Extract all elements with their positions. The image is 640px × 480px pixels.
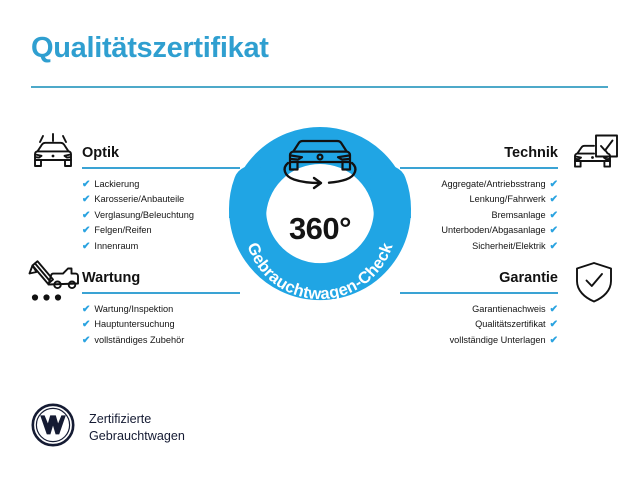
list-item-label: Karosserie/Anbauteile bbox=[94, 194, 185, 205]
list-item: Unterboden/Abgasanlage ✔ bbox=[400, 223, 558, 239]
check-icon: ✔ bbox=[549, 334, 558, 346]
section-divider-optik bbox=[82, 167, 240, 169]
list-item-label: Wartung/Inspektion bbox=[94, 303, 174, 314]
check-icon: ✔ bbox=[549, 178, 558, 190]
section-technik: Technik Aggregate/Antriebsstrang ✔ Lenkun… bbox=[400, 145, 558, 254]
list-item-label: Hauptuntersuchung bbox=[94, 319, 175, 330]
vw-logo bbox=[31, 403, 75, 452]
list-item-label: Bremsanlage bbox=[491, 209, 546, 220]
list-item: ✔ vollständiges Zubehör bbox=[82, 333, 240, 349]
list-item-label: Felgen/Reifen bbox=[94, 225, 152, 236]
list-item: Sicherheit/Elektrik ✔ bbox=[400, 239, 558, 255]
checklist-optik: ✔ Lackierung ✔ Karosserie/Anbauteile ✔ Verg… bbox=[82, 177, 240, 255]
check-icon: ✔ bbox=[549, 225, 558, 237]
list-item: ✔ Wartung/Inspektion bbox=[82, 302, 240, 318]
list-item: ✔ Hauptuntersuchung bbox=[82, 317, 240, 333]
check-icon: ✔ bbox=[82, 240, 91, 252]
list-item-label: Lackierung bbox=[94, 178, 140, 189]
header-divider bbox=[31, 86, 608, 88]
section-divider-wartung bbox=[82, 292, 240, 294]
check-icon: ✔ bbox=[549, 319, 558, 331]
list-item: ✔ Felgen/Reifen bbox=[82, 223, 240, 239]
list-item-label: vollständige Unterlagen bbox=[449, 334, 546, 345]
section-wartung: Wartung ✔ Wartung/Inspektion ✔ Hauptunters… bbox=[82, 270, 240, 348]
list-item: ✔ Karosserie/Anbauteile bbox=[82, 192, 240, 208]
pen-car-icon bbox=[27, 259, 81, 310]
section-divider-technik bbox=[400, 167, 558, 169]
list-item-label: vollständiges Zubehör bbox=[94, 334, 185, 345]
section-title-optik: Optik bbox=[82, 145, 120, 161]
footer-text: Zertifizierte Gebrauchtwagen bbox=[89, 412, 185, 443]
section-title-technik: Technik bbox=[504, 145, 558, 161]
check-icon: ✔ bbox=[82, 319, 91, 331]
list-item-label: Innenraum bbox=[94, 240, 139, 251]
section-garantie: Garantie Garantienachweis ✔ Qualitätszert… bbox=[400, 270, 558, 348]
list-item-label: Verglasung/Beleuchtung bbox=[94, 209, 194, 220]
check-icon: ✔ bbox=[82, 209, 91, 221]
check-icon: ✔ bbox=[549, 209, 558, 221]
section-divider-garantie bbox=[400, 292, 558, 294]
footer-brand: Zertifizierte Gebrauchtwagen bbox=[31, 403, 185, 452]
list-item-label: Qualitätszertifikat bbox=[475, 319, 546, 330]
checklist-technik: Aggregate/Antriebsstrang ✔ Lenkung/Fahrwe… bbox=[400, 177, 558, 255]
list-item-label: Garantienachweis bbox=[472, 303, 546, 314]
car-shine-icon bbox=[28, 133, 78, 184]
car-checkbox-icon bbox=[570, 133, 620, 184]
list-item: ✔ Verglasung/Beleuchtung bbox=[82, 208, 240, 224]
360-check-badge: Gebrauchtwagen-Check 360° bbox=[222, 118, 418, 308]
page-title: Qualitätszertifikat bbox=[31, 32, 269, 64]
check-icon: ✔ bbox=[82, 178, 91, 190]
shield-check-icon bbox=[572, 260, 616, 311]
list-item: vollständige Unterlagen ✔ bbox=[400, 333, 558, 349]
checklist-garantie: Garantienachweis ✔ Qualitätszertifikat ✔ v… bbox=[400, 302, 558, 349]
list-item-label: Aggregate/Antriebsstrang bbox=[441, 178, 546, 189]
list-item-label: Sicherheit/Elektrik bbox=[472, 240, 546, 251]
check-icon: ✔ bbox=[82, 225, 91, 237]
list-item: Aggregate/Antriebsstrang ✔ bbox=[400, 177, 558, 193]
check-icon: ✔ bbox=[549, 194, 558, 206]
check-icon: ✔ bbox=[549, 240, 558, 252]
section-title-garantie: Garantie bbox=[499, 270, 558, 286]
list-item-label: Lenkung/Fahrwerk bbox=[469, 194, 546, 205]
list-item: ✔ Innenraum bbox=[82, 239, 240, 255]
check-icon: ✔ bbox=[82, 303, 91, 315]
section-optik: Optik ✔ Lackierung ✔ Karosserie/Anbauteile… bbox=[82, 145, 240, 254]
list-item: Qualitätszertifikat ✔ bbox=[400, 317, 558, 333]
check-icon: ✔ bbox=[549, 303, 558, 315]
checklist-wartung: ✔ Wartung/Inspektion ✔ Hauptuntersuchung ✔… bbox=[82, 302, 240, 349]
badge-center-value: 360° bbox=[288, 211, 352, 246]
list-item-label: Unterboden/Abgasanlage bbox=[441, 225, 546, 236]
list-item: Lenkung/Fahrwerk ✔ bbox=[400, 192, 558, 208]
list-item: Bremsanlage ✔ bbox=[400, 208, 558, 224]
check-icon: ✔ bbox=[82, 334, 91, 346]
check-icon: ✔ bbox=[82, 194, 91, 206]
list-item: ✔ Lackierung bbox=[82, 177, 240, 193]
list-item: Garantienachweis ✔ bbox=[400, 302, 558, 318]
section-title-wartung: Wartung bbox=[82, 270, 141, 286]
